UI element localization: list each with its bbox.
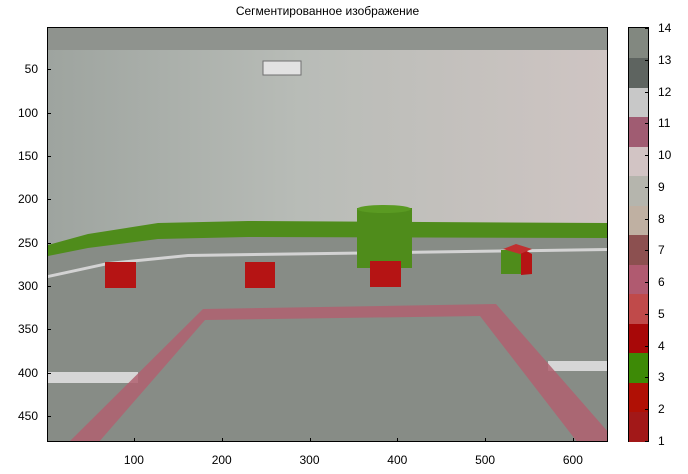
green-cylinder-top bbox=[357, 205, 411, 213]
colorbar-tick-label: 5 bbox=[658, 306, 665, 321]
colorbar-tick-mark bbox=[645, 218, 649, 220]
colorbar-tick-mark bbox=[645, 186, 649, 188]
colorbar-swatch bbox=[629, 234, 648, 265]
x-tick-mark bbox=[397, 438, 399, 442]
colorbar-tick-label: 10 bbox=[658, 148, 672, 163]
colorbar-swatch bbox=[629, 175, 648, 206]
colorbar-swatch bbox=[629, 382, 648, 412]
colorbar-tick-mark bbox=[645, 28, 649, 29]
colorbar-swatch bbox=[629, 28, 648, 58]
red-box-1 bbox=[105, 262, 136, 288]
colorbar-tick-label: 13 bbox=[658, 52, 672, 67]
y-tick-label: 150 bbox=[17, 149, 38, 164]
floor-region bbox=[48, 225, 607, 441]
colorbar-tick-label: 11 bbox=[658, 116, 671, 131]
colorbar-tick-mark bbox=[645, 377, 649, 379]
colorbar-tick-mark bbox=[645, 59, 649, 61]
x-tick-mark bbox=[309, 438, 311, 442]
white-line-upper bbox=[48, 248, 607, 278]
y-tick-label: 100 bbox=[17, 105, 38, 120]
colorbar-tick-label: 6 bbox=[658, 275, 665, 290]
x-tick-mark bbox=[572, 438, 574, 442]
y-tick-label: 200 bbox=[17, 192, 38, 207]
y-tick-mark bbox=[47, 372, 51, 374]
y-tick-mark bbox=[47, 242, 51, 244]
y-tick-label: 50 bbox=[24, 62, 38, 77]
colorbar-tick-mark bbox=[645, 441, 649, 442]
colorbar-swatch bbox=[629, 146, 648, 176]
y-tick-label: 250 bbox=[17, 235, 38, 250]
colorbar-swatch bbox=[629, 352, 648, 383]
colorbar-swatch bbox=[629, 57, 648, 88]
colorbar-swatch bbox=[629, 323, 648, 353]
x-tick-label: 600 bbox=[562, 453, 583, 467]
colorbar bbox=[628, 27, 649, 442]
green-box-4 bbox=[501, 250, 521, 274]
chart-title: Сегментированное изображение bbox=[235, 4, 420, 18]
x-tick-label: 300 bbox=[299, 453, 320, 467]
colorbar-swatch bbox=[629, 87, 648, 117]
colorbar-tick-label: 9 bbox=[658, 179, 665, 194]
colorbar-tick-mark bbox=[645, 313, 649, 315]
x-tick-mark bbox=[221, 438, 223, 442]
segmented-image-plot bbox=[47, 27, 608, 442]
colorbar-tick-label: 4 bbox=[658, 338, 665, 353]
y-tick-mark bbox=[47, 416, 51, 417]
red-box-4-top bbox=[503, 244, 532, 254]
x-tick-label: 100 bbox=[123, 453, 144, 467]
colorbar-tick-label: 14 bbox=[658, 21, 672, 35]
x-tick-label: 400 bbox=[387, 453, 408, 467]
y-tick-label: 350 bbox=[17, 322, 38, 337]
colorbar-tick-label: 12 bbox=[658, 84, 672, 99]
y-tick-mark bbox=[47, 112, 51, 114]
segmented-image bbox=[48, 28, 607, 441]
colorbar-tick-label: 1 bbox=[658, 434, 665, 448]
colorbar-tick-label: 7 bbox=[658, 243, 665, 258]
colorbar-tick-mark bbox=[645, 345, 649, 347]
colorbar-tick-mark bbox=[645, 91, 649, 93]
ceiling-region bbox=[48, 28, 607, 50]
green-cylinder-region bbox=[357, 208, 412, 268]
colorbar-tick-label: 3 bbox=[658, 370, 665, 385]
x-tick-label: 200 bbox=[211, 453, 232, 467]
x-tick-mark bbox=[485, 438, 487, 442]
white-line-right bbox=[548, 361, 607, 371]
red-box-4-side bbox=[521, 248, 532, 275]
red-box-2 bbox=[245, 262, 275, 288]
colorbar-swatch bbox=[629, 205, 648, 235]
colorbar-tick-label: 8 bbox=[658, 211, 665, 226]
y-tick-label: 450 bbox=[17, 409, 38, 423]
colorbar-swatch bbox=[629, 293, 648, 324]
red-box-3 bbox=[370, 261, 401, 287]
green-strip-region bbox=[48, 221, 607, 256]
y-tick-label: 300 bbox=[17, 279, 38, 294]
colorbar-tick-mark bbox=[645, 155, 649, 157]
y-tick-mark bbox=[47, 199, 51, 201]
y-tick-label: 400 bbox=[17, 365, 38, 380]
colorbar-swatch bbox=[629, 264, 648, 294]
colorbar-tick-label: 2 bbox=[658, 402, 665, 417]
colorbar-tick-mark bbox=[645, 409, 649, 411]
colorbar-tick-mark bbox=[645, 123, 649, 125]
y-tick-mark bbox=[47, 329, 51, 331]
x-tick-mark bbox=[133, 438, 135, 442]
colorbar-tick-mark bbox=[645, 282, 649, 284]
y-tick-mark bbox=[47, 156, 51, 158]
x-tick-label: 500 bbox=[475, 453, 496, 467]
colorbar-tick-mark bbox=[645, 250, 649, 252]
white-line-left bbox=[48, 372, 138, 383]
colorbar-swatch bbox=[629, 116, 648, 147]
socket-region bbox=[262, 60, 302, 76]
y-tick-mark bbox=[47, 286, 51, 288]
y-tick-mark bbox=[47, 69, 51, 71]
colorbar-swatch bbox=[629, 411, 648, 442]
